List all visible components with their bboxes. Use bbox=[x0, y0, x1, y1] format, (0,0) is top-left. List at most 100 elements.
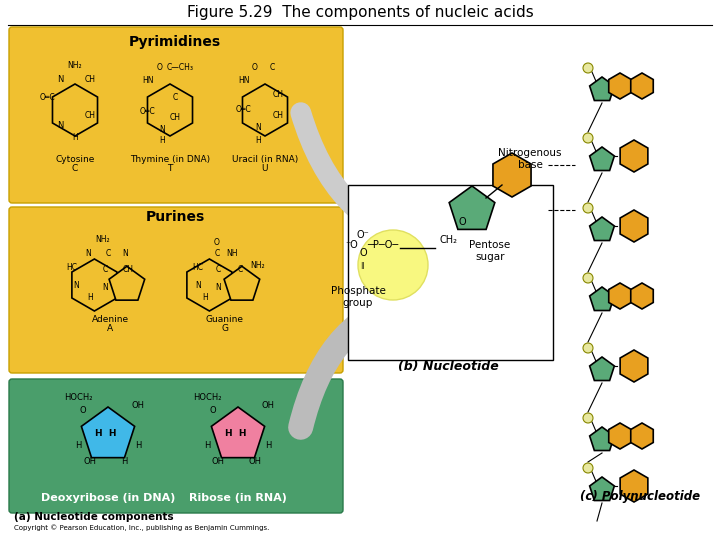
Text: OH: OH bbox=[84, 457, 96, 466]
Text: CH: CH bbox=[272, 111, 284, 120]
Circle shape bbox=[358, 230, 428, 300]
Polygon shape bbox=[631, 73, 653, 99]
Text: H: H bbox=[204, 441, 210, 450]
Polygon shape bbox=[620, 210, 648, 242]
Circle shape bbox=[583, 413, 593, 423]
Text: N: N bbox=[57, 75, 63, 84]
Text: N: N bbox=[85, 249, 91, 258]
Text: H: H bbox=[159, 136, 165, 145]
Text: OH: OH bbox=[248, 457, 261, 466]
Polygon shape bbox=[590, 427, 614, 450]
FancyBboxPatch shape bbox=[9, 27, 343, 203]
Text: H  H: H H bbox=[95, 429, 117, 437]
Text: Ribose (in RNA): Ribose (in RNA) bbox=[189, 493, 287, 503]
Polygon shape bbox=[81, 407, 135, 458]
Text: C—CH₃: C—CH₃ bbox=[166, 63, 194, 72]
Text: C: C bbox=[172, 93, 178, 102]
Text: O: O bbox=[458, 217, 466, 227]
Text: H: H bbox=[135, 441, 141, 450]
Text: Purines: Purines bbox=[145, 210, 204, 224]
Text: ‖: ‖ bbox=[360, 262, 364, 269]
Text: Copyright © Pearson Education, Inc., publishing as Benjamin Cummings.: Copyright © Pearson Education, Inc., pub… bbox=[14, 524, 269, 531]
Text: C: C bbox=[102, 265, 107, 274]
Text: CH: CH bbox=[169, 113, 181, 122]
Polygon shape bbox=[224, 266, 260, 300]
Text: Phosphate
group: Phosphate group bbox=[330, 286, 385, 308]
Polygon shape bbox=[631, 283, 653, 309]
Text: (a) Nucleotide components: (a) Nucleotide components bbox=[14, 512, 174, 522]
Text: N: N bbox=[102, 283, 108, 292]
Text: T: T bbox=[167, 164, 173, 173]
Text: H: H bbox=[75, 441, 81, 450]
Text: NH₂: NH₂ bbox=[96, 235, 110, 244]
Text: C: C bbox=[105, 249, 111, 258]
Text: ─P─O─: ─P─O─ bbox=[367, 240, 398, 250]
Polygon shape bbox=[187, 259, 232, 311]
Text: HOCH₂: HOCH₂ bbox=[64, 393, 92, 402]
FancyBboxPatch shape bbox=[9, 379, 343, 513]
Text: O: O bbox=[210, 406, 216, 415]
Text: N: N bbox=[255, 123, 261, 132]
Text: (b) Nucleotide: (b) Nucleotide bbox=[397, 360, 498, 373]
Circle shape bbox=[583, 63, 593, 73]
Text: H  H: H H bbox=[225, 429, 247, 437]
FancyBboxPatch shape bbox=[9, 207, 343, 373]
Polygon shape bbox=[148, 84, 192, 136]
Text: H: H bbox=[255, 136, 261, 145]
Text: NH₂: NH₂ bbox=[251, 261, 265, 270]
Text: (c) Polynucleotide: (c) Polynucleotide bbox=[580, 490, 700, 503]
Text: Figure 5.29  The components of nucleic acids: Figure 5.29 The components of nucleic ac… bbox=[186, 5, 534, 20]
Polygon shape bbox=[620, 470, 648, 502]
Polygon shape bbox=[620, 350, 648, 382]
Polygon shape bbox=[72, 259, 117, 311]
Text: HOCH₂: HOCH₂ bbox=[193, 393, 221, 402]
Polygon shape bbox=[608, 73, 631, 99]
Text: U: U bbox=[262, 164, 269, 173]
Polygon shape bbox=[590, 477, 614, 501]
Text: O: O bbox=[252, 63, 258, 72]
Text: O═C: O═C bbox=[40, 93, 56, 102]
Text: Pentose
sugar: Pentose sugar bbox=[469, 240, 510, 261]
Circle shape bbox=[583, 273, 593, 283]
Text: C: C bbox=[269, 63, 274, 72]
Text: ⁻O: ⁻O bbox=[346, 240, 358, 250]
Text: HN: HN bbox=[143, 76, 154, 85]
Polygon shape bbox=[590, 77, 614, 100]
Polygon shape bbox=[53, 84, 97, 136]
Text: OH: OH bbox=[261, 401, 274, 410]
Polygon shape bbox=[590, 357, 614, 381]
Text: N: N bbox=[195, 281, 201, 290]
Text: HC: HC bbox=[66, 263, 78, 272]
Circle shape bbox=[583, 463, 593, 473]
Text: O═C: O═C bbox=[140, 107, 156, 116]
Text: O⁻: O⁻ bbox=[356, 230, 369, 240]
Polygon shape bbox=[243, 84, 287, 136]
Text: CH₂: CH₂ bbox=[440, 235, 458, 245]
Text: G: G bbox=[222, 324, 228, 333]
Text: Cytosine: Cytosine bbox=[55, 155, 95, 164]
Text: C: C bbox=[238, 265, 243, 274]
Text: Pyrimidines: Pyrimidines bbox=[129, 35, 221, 49]
Text: H: H bbox=[87, 293, 93, 302]
Text: H: H bbox=[202, 293, 208, 302]
FancyBboxPatch shape bbox=[348, 185, 553, 360]
Polygon shape bbox=[212, 407, 265, 458]
Polygon shape bbox=[590, 147, 614, 171]
Text: O: O bbox=[359, 248, 366, 258]
Circle shape bbox=[583, 203, 593, 213]
Text: Nitrogenous
base: Nitrogenous base bbox=[498, 148, 562, 170]
Polygon shape bbox=[109, 266, 145, 300]
Text: N: N bbox=[57, 121, 63, 130]
Text: HC: HC bbox=[192, 263, 204, 272]
Text: Guanine: Guanine bbox=[206, 315, 244, 324]
Text: NH₂: NH₂ bbox=[68, 61, 82, 70]
Polygon shape bbox=[493, 153, 531, 197]
Polygon shape bbox=[608, 423, 631, 449]
Text: CH: CH bbox=[84, 75, 96, 84]
Text: N: N bbox=[215, 283, 221, 292]
Polygon shape bbox=[608, 283, 631, 309]
Text: O: O bbox=[214, 238, 220, 247]
Text: N: N bbox=[159, 125, 165, 134]
Text: Adenine: Adenine bbox=[91, 315, 129, 324]
Text: H: H bbox=[72, 133, 78, 142]
